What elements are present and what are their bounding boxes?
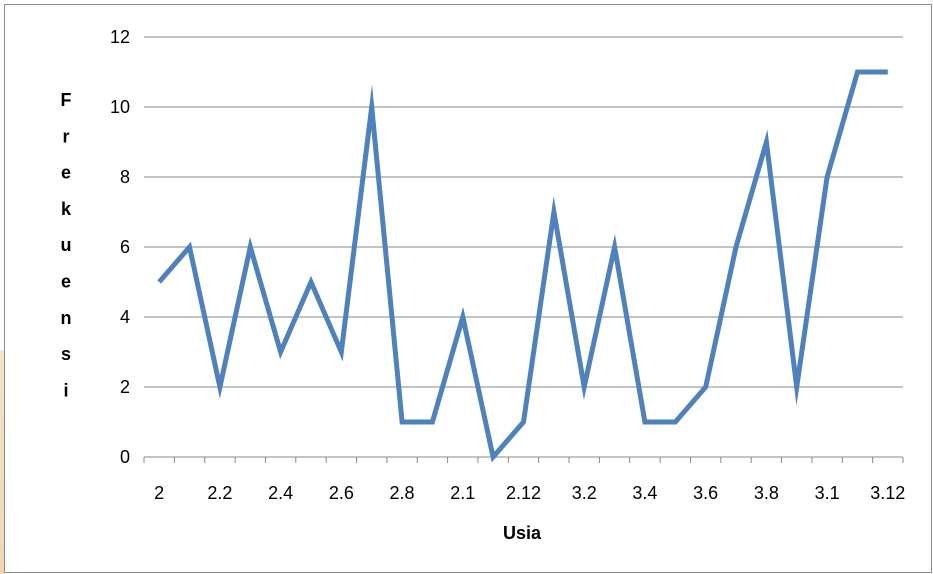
x-tick-label: 2 xyxy=(154,483,164,503)
y-tick-label: 0 xyxy=(120,447,130,467)
x-tick-label: 2.2 xyxy=(207,483,232,503)
x-axis xyxy=(143,456,904,463)
y-tick-label: 2 xyxy=(120,377,130,397)
y-axis-title-letter: e xyxy=(61,163,71,183)
x-tick-label: 3.8 xyxy=(754,483,779,503)
x-tick-label: 2.1 xyxy=(450,483,475,503)
x-tick-label: 3.12 xyxy=(870,483,905,503)
x-tick-labels: 2 2.2 2.4 2.6 2.8 2.1 2.12 3.2 3.4 3.6 3.8 3.1 3.12 xyxy=(154,483,905,503)
y-axis-title-letter: r xyxy=(62,126,69,146)
y-axis-title-letter: n xyxy=(61,308,72,328)
series-layer xyxy=(157,69,888,463)
y-tick-label: 8 xyxy=(120,167,130,187)
x-tick-label: 2.8 xyxy=(390,483,415,503)
decorative-edge xyxy=(0,350,4,574)
y-tick-label: 10 xyxy=(110,97,130,117)
x-tick-label: 3.1 xyxy=(815,483,840,503)
y-axis-title-letter: F xyxy=(61,90,72,110)
y-axis-title-letter: i xyxy=(63,380,68,400)
x-tick-label: 3.4 xyxy=(632,483,657,503)
series-line xyxy=(157,69,888,463)
x-tick-label: 2.12 xyxy=(506,483,541,503)
x-tick-label: 2.4 xyxy=(268,483,293,503)
x-axis-title: Usia xyxy=(503,523,542,543)
y-tick-label: 12 xyxy=(110,27,130,47)
y-axis-title-letter: k xyxy=(61,199,72,219)
y-axis-title-letter: s xyxy=(61,344,71,364)
x-tick-label: 2.6 xyxy=(329,483,354,503)
y-axis-title-letter: u xyxy=(61,235,72,255)
y-tick-label: 6 xyxy=(120,237,130,257)
x-tick-label: 3.6 xyxy=(693,483,718,503)
chart-frame xyxy=(4,4,932,573)
gridlines xyxy=(144,36,903,388)
y-tick-label: 4 xyxy=(120,307,130,327)
x-tick-label: 3.2 xyxy=(572,483,597,503)
y-axis-title-letter: e xyxy=(61,272,71,292)
y-tick-labels: 0 2 4 6 8 10 12 xyxy=(110,27,130,467)
